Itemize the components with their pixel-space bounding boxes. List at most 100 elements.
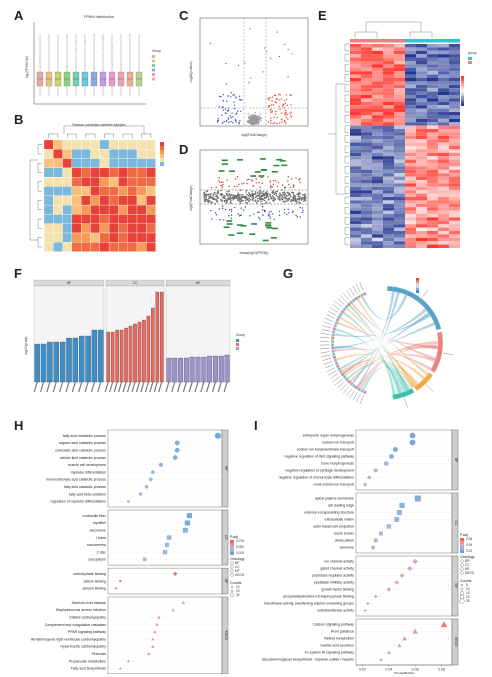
dotplot-point — [378, 531, 383, 536]
heatmap-cell — [427, 122, 438, 126]
ma-point-up — [295, 177, 297, 179]
volcano-point-down — [227, 118, 230, 120]
heatmap-cell — [372, 180, 383, 184]
volcano-point-down — [238, 95, 241, 98]
dotplot-term-label: extracellular matrix — [325, 518, 355, 522]
ma-point-ns — [214, 191, 216, 194]
heatmap-cell — [43, 139, 54, 150]
heatmap-cell — [372, 74, 383, 78]
ma-gene-label — [226, 223, 233, 225]
heatmap-cell — [405, 220, 416, 225]
chord-gene-label — [340, 295, 347, 303]
heatmap-cell — [108, 195, 119, 206]
heatmap-cell — [416, 88, 427, 92]
dotplot-term-label: peptidase regulator activity — [312, 574, 354, 578]
heatmap-cell — [350, 142, 361, 146]
heatmap-cell — [383, 47, 394, 51]
heatmap-cell — [449, 186, 460, 191]
dotplot-term-label: ion channel activity — [324, 560, 354, 564]
ma-gene-label — [266, 226, 273, 229]
dotplot-point — [162, 550, 168, 555]
dotplot-term-label: Complement and coagulation cascades — [45, 623, 107, 627]
volcano-point-up — [280, 98, 282, 100]
heatmap-cell — [62, 149, 73, 159]
boxplot-outlier — [39, 53, 41, 55]
ma-point-ns — [284, 197, 287, 200]
boxplot-outlier — [84, 51, 86, 53]
heatmap-cell — [416, 64, 427, 68]
heatmap-cell — [383, 190, 394, 194]
heatmap-cell — [416, 207, 427, 211]
volcano-point-down — [238, 123, 240, 125]
chord-gene-label — [324, 317, 334, 322]
ma-point-ns — [233, 197, 235, 200]
ma-point-up — [226, 179, 228, 181]
heatmap-cell — [427, 197, 438, 201]
heatmap-cell — [416, 169, 427, 174]
heatmap-cell — [449, 125, 460, 129]
heatmap-cell — [405, 67, 416, 72]
heatmap-cell — [350, 71, 361, 75]
heatmap-cell — [383, 241, 394, 245]
volcano-point-up — [272, 104, 274, 106]
heatmap-cell — [383, 64, 394, 68]
heatmap-cell — [372, 149, 383, 153]
chord-gene-sector — [334, 361, 339, 366]
chord-term-label — [443, 352, 454, 356]
volcano-point-labeled — [291, 53, 293, 55]
chord-gene-sector — [331, 349, 336, 353]
chord-gene-sector — [331, 352, 336, 357]
heatmap-cell — [361, 241, 372, 245]
dotplot-point — [126, 499, 130, 503]
heatmap-cell — [383, 115, 394, 119]
heatmap-cell — [416, 67, 427, 72]
bar-tick-label — [165, 381, 170, 393]
heatmap-cell — [405, 231, 416, 235]
dotplot-point — [155, 622, 159, 626]
heatmap-cell — [438, 78, 449, 82]
heatmap-cell — [350, 108, 361, 112]
boxplot-outlier — [39, 66, 41, 68]
heatmap-cell — [71, 214, 82, 224]
volcano-point-up — [270, 109, 272, 111]
heatmap-cell — [438, 54, 449, 58]
dotplot-term-label: brush border — [334, 532, 355, 536]
heatmap-cell — [361, 176, 372, 180]
chord-gene-sector — [330, 336, 335, 341]
ma-point-ns — [261, 198, 264, 201]
ma-point-up — [292, 186, 295, 188]
heatmap-cell — [53, 195, 63, 206]
heatmap-cell — [361, 193, 372, 197]
ma-point-up — [281, 184, 284, 186]
dotplot-term-label: negative regulation of Wnt signaling pat… — [285, 455, 355, 459]
boxplot-outlier — [111, 59, 113, 61]
boxplot-outlier — [48, 53, 50, 55]
heatmap-cell — [361, 57, 372, 61]
heatmap-cell — [438, 64, 449, 68]
heatmap-cell — [416, 214, 427, 218]
ma-point-ns — [211, 201, 214, 203]
heatmap-cell — [383, 180, 394, 184]
dotplot-term-label: Gastric acid secretion — [320, 644, 354, 648]
dotplot-term-label: ciliary plasm — [335, 539, 354, 543]
heatmap-cell — [405, 122, 416, 126]
chord-colorscale-step — [416, 285, 419, 288]
heatmap-cell — [372, 118, 383, 123]
heatmap-cell — [361, 105, 372, 109]
heatmap-cell — [427, 129, 438, 133]
dotplot-term-label: sarcomere — [89, 528, 106, 532]
volcano-point-down — [222, 100, 224, 102]
chord-gene-sector — [344, 377, 350, 382]
heatmap-cell — [62, 139, 73, 150]
dotplot-point — [379, 657, 383, 661]
heatmap-cell — [81, 232, 91, 243]
dotplot-point — [171, 608, 175, 612]
heatmap-cell — [449, 200, 460, 204]
heatmap-cell — [394, 122, 405, 126]
heatmap-cell — [427, 200, 438, 204]
heatmap-cell — [449, 156, 460, 160]
panel-label-f: F — [14, 266, 22, 281]
ma-point-down — [268, 213, 270, 215]
heatmap-cell — [427, 214, 438, 218]
colorscale-step — [461, 103, 464, 106]
